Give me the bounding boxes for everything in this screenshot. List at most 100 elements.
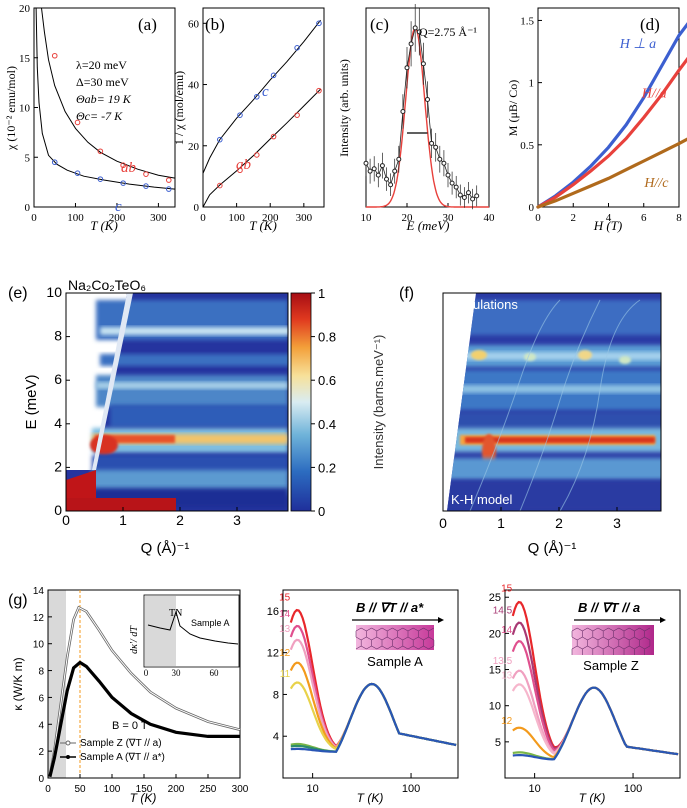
data-point-ab xyxy=(237,167,243,174)
y-axis-title: χ (10⁻² emu/mol) xyxy=(4,66,18,151)
y-tick-label: 4 xyxy=(54,415,62,431)
x-tick-label: 200 xyxy=(262,212,279,224)
x-tick-label: 100 xyxy=(624,783,642,795)
x-tick-label: 0 xyxy=(439,515,447,531)
plot-frame xyxy=(202,7,325,208)
data-point-c xyxy=(294,45,300,51)
data-point xyxy=(461,194,467,200)
data-point-c xyxy=(217,136,223,143)
gaussian-fit-line xyxy=(366,26,489,208)
data-point xyxy=(363,160,369,166)
inset-tn: TN xyxy=(169,608,182,619)
x-tick-label: 300 xyxy=(150,212,167,224)
data-point-ab xyxy=(120,162,126,169)
y-tick-label: 8 xyxy=(54,328,62,344)
data-point xyxy=(457,192,463,198)
data-point xyxy=(453,184,459,190)
param-theta-ab: Θab= 19 K xyxy=(76,92,132,106)
colorbar-tick-label: 0.8 xyxy=(318,330,336,345)
x-tick-label: 2 xyxy=(571,212,577,224)
panel-d: 0 2 4 6 8 0 0.5 1 1.5 (d) H ⊥ a H//a H//c H (T) M … xyxy=(506,7,687,233)
y-tick-label: 4 xyxy=(38,720,44,731)
field-value-label: 12 xyxy=(501,716,513,727)
panel-label: (a) xyxy=(138,15,157,34)
field-value-label: 11 xyxy=(280,669,291,680)
x-tick-label: 3 xyxy=(233,512,241,528)
y-tick-label: 12 xyxy=(267,648,279,660)
y-tick-label: 16 xyxy=(267,606,279,618)
x-tick-label: 300 xyxy=(296,212,313,224)
x-axis-title: T (K) xyxy=(249,218,277,233)
data-point-c xyxy=(97,176,104,182)
data-point-c xyxy=(270,72,277,79)
data-point xyxy=(429,140,435,146)
data-point-ab xyxy=(74,119,81,126)
panel-g3: 10 100 5 10 15 20 25 15 14.5 14 13.5 13 12 B // ∇T … xyxy=(489,584,681,805)
y-tick-label: 10 xyxy=(19,103,31,115)
y-tick-label: 6 xyxy=(38,693,44,704)
series-label: H//a xyxy=(641,87,667,102)
y-axis-title: 1 / χ (mol/emu) xyxy=(172,71,186,145)
y-axis-title: E (meV) xyxy=(23,374,40,429)
x-tick-label: 30 xyxy=(443,212,455,224)
data-point xyxy=(474,193,480,199)
y-tick-label: 2 xyxy=(38,747,44,758)
x-tick-label: 300 xyxy=(232,784,249,795)
data-point-ab xyxy=(294,112,300,118)
x-axis-title: H (T) xyxy=(593,218,623,233)
x-tick-label: 100 xyxy=(228,212,245,224)
y-tick-label: 15 xyxy=(489,665,501,677)
data-connector-line xyxy=(365,27,477,200)
y-tick-label: 15 xyxy=(19,53,31,65)
x-tick-label: 10 xyxy=(307,783,319,795)
x-tick-label: 4 xyxy=(606,212,612,224)
data-point-ab xyxy=(165,177,172,183)
y-tick-label: 10 xyxy=(46,284,62,300)
x-tick-label: 0 xyxy=(31,212,37,224)
data-point xyxy=(408,41,414,47)
y-tick-label: 8 xyxy=(38,667,44,678)
plot-frame xyxy=(282,589,459,779)
data-point xyxy=(445,172,451,178)
data-point xyxy=(412,25,418,31)
y-tick-label: 10 xyxy=(489,701,501,713)
panel-label: (d) xyxy=(640,15,660,34)
y-axis-title: M (μB/ Co) xyxy=(506,80,520,136)
inset-curve xyxy=(147,610,239,645)
data-point xyxy=(400,108,406,114)
y-tick-label: 2 xyxy=(54,458,62,474)
data-point xyxy=(375,172,381,178)
data-point-ab xyxy=(97,148,104,155)
inset-tick: 0 xyxy=(144,668,149,678)
data-point xyxy=(437,156,443,162)
x-tick-label: 0 xyxy=(535,212,541,224)
y-tick-label: 5 xyxy=(25,152,31,164)
y-tick-label: 0 xyxy=(529,202,535,214)
y-tick-label: 40 xyxy=(188,80,200,92)
x-tick-label: 100 xyxy=(402,783,420,795)
inset-ylabel: dκ'/ dT xyxy=(129,625,140,654)
data-point-c xyxy=(120,180,126,186)
open-marker-trace xyxy=(49,606,241,776)
y-tick-label: 20 xyxy=(489,628,501,640)
panel-label: (c) xyxy=(370,15,389,34)
y-tick-label: 4 xyxy=(273,731,279,743)
y-tick-label: 14 xyxy=(33,586,45,597)
panel-a: 0 100 200 300 0 5 10 15 20 (a) λ=20 meV Δ=30 meV… xyxy=(4,3,176,233)
data-point-c xyxy=(253,93,260,100)
legend-sample-a: Sample A (∇T // a*) xyxy=(80,752,165,763)
data-point xyxy=(392,168,398,174)
colorbar-tick-label: 1 xyxy=(318,286,325,301)
x-tick-label: 100 xyxy=(104,784,121,795)
series-label: H ⊥ a xyxy=(619,37,656,52)
field-arrowhead xyxy=(438,617,444,623)
y-tick-label: 20 xyxy=(19,3,31,15)
field-direction: B // ∇T // a* xyxy=(356,600,424,615)
x-axis-title: Q (Å)⁻¹ xyxy=(141,540,190,557)
plot-frame xyxy=(442,292,662,512)
fit-line-c xyxy=(202,19,321,174)
data-point xyxy=(396,156,402,162)
